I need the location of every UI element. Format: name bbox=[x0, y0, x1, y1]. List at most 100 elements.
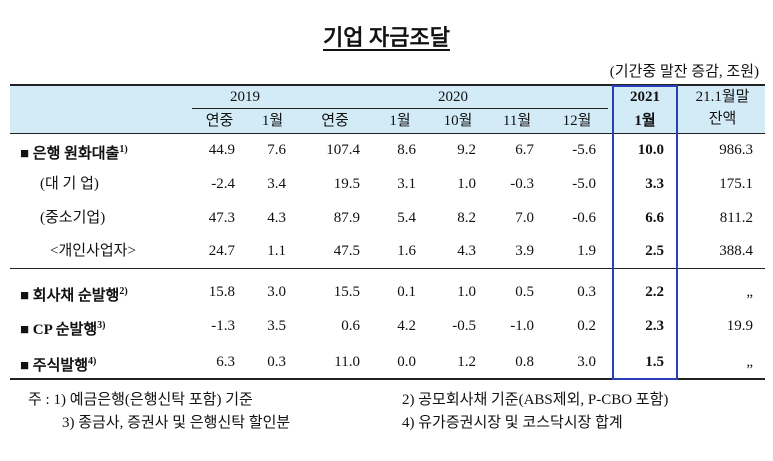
cell-value: 1.0 bbox=[457, 176, 476, 192]
cell-value: 1.0 bbox=[457, 284, 476, 300]
cell-value: 3.9 bbox=[515, 243, 534, 259]
footnote-mark: 2) bbox=[119, 286, 128, 297]
cell-value: 3.0 bbox=[577, 354, 596, 370]
row-label: ■ 회사채 순발행2) bbox=[20, 282, 128, 306]
cell-value: 388.4 bbox=[719, 243, 753, 259]
cell-value: 47.5 bbox=[333, 243, 360, 259]
row-label: <개인사업자> bbox=[50, 241, 136, 261]
cell-value: 11.0 bbox=[334, 354, 360, 370]
header-background bbox=[10, 85, 765, 133]
cell-value: 2.2 bbox=[645, 284, 664, 300]
cell-value: 8.2 bbox=[457, 210, 476, 226]
cell-value: 47.3 bbox=[208, 210, 235, 226]
cell-value: 4.2 bbox=[397, 318, 416, 334]
row-label-text: ■ 은행 원화대출 bbox=[20, 146, 120, 162]
period-header: 12월 bbox=[562, 113, 592, 129]
highlight-box bbox=[612, 85, 678, 380]
cell-value: „ bbox=[746, 284, 753, 300]
footnote-mark: 4) bbox=[88, 356, 97, 367]
row-label-text: (중소기업) bbox=[40, 210, 106, 226]
cell-value: 2.3 bbox=[645, 318, 664, 334]
footnote: 주 : 1) 예금은행(은행신탁 포함) 기준 bbox=[28, 392, 253, 408]
cell-value: 0.3 bbox=[577, 284, 596, 300]
period-header: 10월 bbox=[443, 113, 473, 129]
cell-value: 3.4 bbox=[267, 176, 286, 192]
row-label: ■ CP 순발행3) bbox=[20, 316, 105, 340]
cell-value: 9.2 bbox=[457, 142, 476, 158]
year-header: 2020 bbox=[438, 89, 468, 105]
cell-value: 6.6 bbox=[645, 210, 664, 226]
bottom-rule bbox=[10, 378, 765, 380]
cell-value: 0.6 bbox=[341, 318, 360, 334]
cell-value: 2.5 bbox=[645, 243, 664, 259]
period-header: 11월 bbox=[502, 113, 532, 129]
cell-value: 8.6 bbox=[397, 142, 416, 158]
balance-header: 잔액 bbox=[708, 111, 737, 127]
cell-value: 4.3 bbox=[267, 210, 286, 226]
header-rule bbox=[10, 133, 765, 134]
cell-value: 24.7 bbox=[208, 243, 235, 259]
period-header: 1월 bbox=[634, 113, 656, 129]
row-label: ■ 은행 원화대출1) bbox=[20, 140, 128, 164]
balance-header: 21.1월말 bbox=[695, 89, 750, 105]
cell-value: 0.2 bbox=[577, 318, 596, 334]
cell-value: 1.9 bbox=[577, 243, 596, 259]
cell-value: „ bbox=[746, 354, 753, 370]
cell-value: 6.3 bbox=[216, 354, 235, 370]
cell-value: 15.8 bbox=[208, 284, 235, 300]
cell-value: 15.5 bbox=[333, 284, 360, 300]
cell-value: 0.0 bbox=[397, 354, 416, 370]
year-header: 2019 bbox=[230, 89, 260, 105]
title: 기업 자금조달 bbox=[0, 20, 773, 52]
footnote-mark: 3) bbox=[97, 320, 106, 331]
cell-value: 3.0 bbox=[267, 284, 286, 300]
cell-value: -5.0 bbox=[572, 176, 596, 192]
period-header: 연중 bbox=[205, 113, 234, 129]
cell-value: 3.1 bbox=[397, 176, 416, 192]
year-rule bbox=[192, 108, 608, 109]
cell-value: 0.5 bbox=[515, 284, 534, 300]
row-label: (중소기업) bbox=[40, 208, 105, 228]
cell-value: -0.3 bbox=[510, 176, 534, 192]
cell-value: 811.2 bbox=[719, 210, 753, 226]
cell-value: 986.3 bbox=[719, 142, 753, 158]
cell-value: 6.7 bbox=[515, 142, 534, 158]
cell-value: 107.4 bbox=[326, 142, 360, 158]
row-label-text: ■ 주식발행 bbox=[20, 358, 89, 374]
footnote: 2) 공모회사채 기준(ABS제외, P-CBO 포함) bbox=[402, 392, 669, 408]
period-header: 1월 bbox=[261, 113, 284, 129]
cell-value: 1.6 bbox=[397, 243, 416, 259]
row-label: ■ 주식발행4) bbox=[20, 352, 96, 376]
footnote-mark: 1) bbox=[119, 144, 128, 155]
cell-value: 7.6 bbox=[267, 142, 286, 158]
cell-value: 175.1 bbox=[719, 176, 753, 192]
row-label-text: ■ 회사채 순발행 bbox=[20, 288, 120, 304]
cell-value: 44.9 bbox=[208, 142, 235, 158]
unit: (기간중 말잔 증감, 조원) bbox=[609, 64, 759, 80]
cell-value: -1.3 bbox=[211, 318, 235, 334]
cell-value: -0.6 bbox=[572, 210, 596, 226]
top-rule bbox=[10, 84, 765, 86]
row-label-text: <개인사업자> bbox=[50, 243, 136, 259]
year-header: 2021 bbox=[630, 89, 660, 105]
cell-value: 0.8 bbox=[515, 354, 534, 370]
period-header: 1월 bbox=[389, 113, 411, 129]
cell-value: 0.1 bbox=[397, 284, 416, 300]
footnote: 4) 유가증권시장 및 코스닥시장 합계 bbox=[402, 415, 623, 431]
group-rule bbox=[10, 268, 765, 269]
cell-value: 10.0 bbox=[637, 142, 664, 158]
footnote: 3) 종금사, 증권사 및 은행신탁 할인분 bbox=[62, 415, 291, 431]
cell-value: 0.3 bbox=[267, 354, 286, 370]
cell-value: 5.4 bbox=[397, 210, 416, 226]
period-header: 연중 bbox=[321, 113, 349, 129]
cell-value: -5.6 bbox=[572, 142, 596, 158]
row-label-text: ■ CP 순발행 bbox=[20, 322, 98, 338]
row-label-text: (대 기 업) bbox=[40, 176, 99, 192]
cell-value: -2.4 bbox=[211, 176, 235, 192]
cell-value: 4.3 bbox=[457, 243, 476, 259]
title-text: 기업 자금조달 bbox=[323, 25, 450, 50]
cell-value: 19.5 bbox=[333, 176, 360, 192]
cell-value: 87.9 bbox=[333, 210, 360, 226]
cell-value: -0.5 bbox=[452, 318, 476, 334]
